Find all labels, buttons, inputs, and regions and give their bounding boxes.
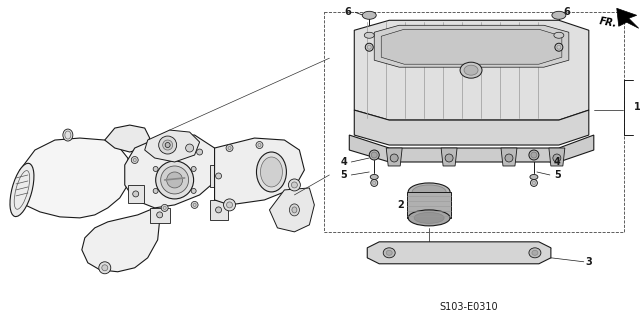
Ellipse shape [531, 180, 538, 186]
Ellipse shape [529, 150, 539, 160]
Ellipse shape [531, 152, 537, 158]
Text: 4: 4 [554, 157, 561, 167]
Ellipse shape [532, 250, 538, 255]
Ellipse shape [291, 182, 298, 188]
Ellipse shape [186, 144, 194, 152]
Polygon shape [355, 20, 589, 120]
Text: 2: 2 [397, 200, 404, 210]
Polygon shape [128, 185, 144, 203]
Ellipse shape [257, 152, 287, 192]
Ellipse shape [365, 43, 373, 51]
Ellipse shape [369, 150, 380, 160]
Ellipse shape [553, 154, 561, 162]
Ellipse shape [260, 157, 282, 187]
Ellipse shape [102, 265, 108, 271]
Ellipse shape [256, 142, 263, 149]
Ellipse shape [529, 248, 541, 258]
Text: 5: 5 [554, 170, 561, 180]
Text: 1: 1 [634, 102, 640, 112]
Ellipse shape [464, 65, 478, 75]
Ellipse shape [530, 174, 538, 180]
Polygon shape [209, 165, 228, 187]
Ellipse shape [157, 212, 163, 218]
Ellipse shape [414, 212, 444, 223]
Text: S103-E0310: S103-E0310 [440, 302, 499, 312]
Ellipse shape [132, 191, 139, 197]
Ellipse shape [554, 32, 564, 38]
Text: FR.: FR. [599, 16, 618, 29]
Polygon shape [349, 135, 594, 162]
Ellipse shape [191, 201, 198, 208]
Ellipse shape [371, 180, 378, 186]
Ellipse shape [153, 167, 158, 172]
Ellipse shape [386, 250, 392, 255]
Ellipse shape [460, 62, 482, 78]
Ellipse shape [131, 157, 138, 164]
Ellipse shape [292, 207, 297, 213]
Ellipse shape [408, 183, 450, 201]
Ellipse shape [223, 199, 236, 211]
Polygon shape [381, 29, 562, 64]
Ellipse shape [408, 210, 450, 226]
Ellipse shape [159, 136, 177, 154]
Polygon shape [125, 135, 220, 208]
Ellipse shape [412, 185, 446, 199]
Polygon shape [150, 208, 170, 223]
Polygon shape [549, 148, 565, 166]
Ellipse shape [552, 11, 566, 19]
Ellipse shape [371, 152, 377, 158]
Polygon shape [407, 192, 451, 218]
Text: 6: 6 [564, 7, 571, 17]
Ellipse shape [153, 189, 158, 193]
Polygon shape [15, 138, 130, 218]
Ellipse shape [226, 145, 233, 152]
Ellipse shape [227, 202, 232, 208]
Text: 3: 3 [586, 257, 593, 267]
Ellipse shape [364, 32, 374, 38]
Polygon shape [214, 138, 305, 205]
Polygon shape [355, 110, 589, 145]
Polygon shape [269, 188, 314, 232]
Ellipse shape [99, 262, 111, 274]
Polygon shape [105, 125, 150, 152]
Polygon shape [367, 242, 551, 264]
Polygon shape [82, 208, 159, 272]
Polygon shape [501, 148, 517, 166]
Ellipse shape [196, 149, 203, 155]
Text: 4: 4 [340, 157, 348, 167]
Ellipse shape [161, 166, 189, 194]
Ellipse shape [445, 154, 453, 162]
Ellipse shape [216, 173, 221, 179]
Ellipse shape [191, 167, 196, 172]
Bar [324, 12, 624, 232]
Ellipse shape [555, 43, 563, 51]
Ellipse shape [390, 154, 398, 162]
Polygon shape [374, 25, 569, 67]
Ellipse shape [289, 179, 300, 191]
Ellipse shape [63, 129, 73, 141]
Ellipse shape [163, 140, 173, 150]
Ellipse shape [362, 11, 376, 19]
Ellipse shape [165, 143, 170, 147]
Polygon shape [441, 148, 457, 166]
Ellipse shape [161, 204, 168, 211]
Ellipse shape [166, 172, 182, 188]
Polygon shape [145, 130, 200, 162]
Ellipse shape [191, 189, 196, 193]
Polygon shape [617, 8, 639, 28]
Polygon shape [386, 148, 402, 166]
Polygon shape [209, 200, 228, 220]
Text: 6: 6 [344, 7, 351, 17]
Ellipse shape [383, 248, 395, 258]
Ellipse shape [216, 207, 221, 213]
Ellipse shape [371, 174, 378, 180]
Text: 5: 5 [340, 170, 348, 180]
Ellipse shape [10, 163, 34, 217]
Ellipse shape [289, 204, 300, 216]
Ellipse shape [505, 154, 513, 162]
Ellipse shape [156, 161, 194, 199]
